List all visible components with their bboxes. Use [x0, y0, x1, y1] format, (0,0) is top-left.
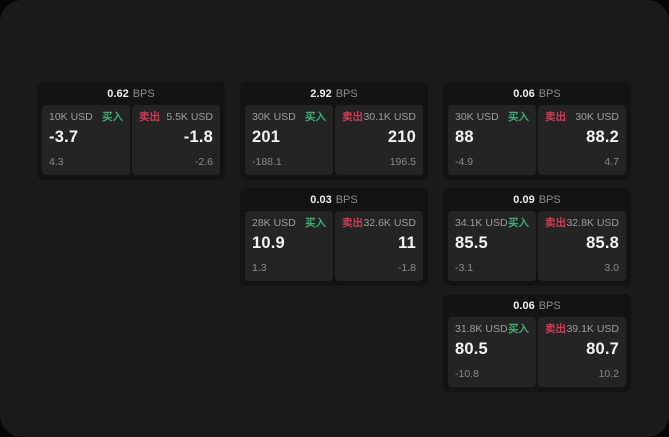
- sell-price: 85.8: [586, 234, 619, 252]
- sell-sub-value: -1.8: [397, 262, 416, 274]
- buy-label: 买入: [305, 217, 326, 229]
- quote-panels: 34.1K USD 买入 85.5 -3.1 卖出 32.8K USD 85.8…: [443, 211, 631, 286]
- buy-panel[interactable]: 34.1K USD 买入 85.5 -3.1: [448, 211, 536, 281]
- sell-sub-value: 10.2: [598, 368, 619, 380]
- buy-label: 买入: [305, 111, 326, 123]
- buy-panel[interactable]: 30K USD 买入 88 -4.9: [448, 105, 536, 175]
- buy-sub-value: 1.3: [252, 262, 267, 274]
- sell-sub-value: 4.7: [604, 156, 619, 168]
- sell-panel[interactable]: 卖出 32.6K USD 11 -1.8: [335, 211, 423, 281]
- spread-value: 0.06: [513, 87, 535, 100]
- bps-unit-label: BPS: [132, 87, 155, 100]
- buy-price: 80.5: [455, 340, 488, 358]
- quote-card: 2.92 BPS 30K USD 买入 201 -188.1 卖出 30.1K …: [240, 82, 428, 180]
- quote-panels: 30K USD 买入 201 -188.1 卖出 30.1K USD 210 1…: [240, 105, 428, 180]
- quote-card: 0.06 BPS 30K USD 买入 88 -4.9 卖出 30K USD: [443, 82, 631, 180]
- spread-header: 0.03 BPS: [240, 188, 428, 211]
- buy-amount: 34.1K USD: [455, 217, 508, 229]
- buy-panel[interactable]: 10K USD 买入 -3.7 4.3: [42, 105, 130, 175]
- sell-amount: 30K USD: [575, 111, 619, 123]
- buy-label: 买入: [508, 217, 529, 229]
- spread-header: 0.09 BPS: [443, 188, 631, 211]
- buy-amount: 31.8K USD: [455, 323, 508, 335]
- quote-panels: 10K USD 买入 -3.7 4.3 卖出 5.5K USD -1.8 -2.…: [37, 105, 225, 180]
- buy-panel[interactable]: 30K USD 买入 201 -188.1: [245, 105, 333, 175]
- sell-panel[interactable]: 卖出 30K USD 88.2 4.7: [538, 105, 626, 175]
- bps-unit-label: BPS: [335, 87, 358, 100]
- sell-price: 88.2: [586, 128, 619, 146]
- buy-price: 10.9: [252, 234, 285, 252]
- buy-panel[interactable]: 28K USD 买入 10.9 1.3: [245, 211, 333, 281]
- sell-price: -1.8: [183, 128, 213, 146]
- quote-grid: 0.62 BPS 10K USD 买入 -3.7 4.3 卖出 5.5K USD: [37, 82, 631, 392]
- sell-amount: 39.1K USD: [566, 323, 619, 335]
- quote-panels: 28K USD 买入 10.9 1.3 卖出 32.6K USD 11 -1.8: [240, 211, 428, 286]
- sell-panel[interactable]: 卖出 32.8K USD 85.8 3.0: [538, 211, 626, 281]
- sell-amount: 30.1K USD: [363, 111, 416, 123]
- sell-price: 11: [398, 234, 416, 252]
- quote-card: 0.62 BPS 10K USD 买入 -3.7 4.3 卖出 5.5K USD: [37, 82, 225, 180]
- sell-price: 80.7: [586, 340, 619, 358]
- buy-amount: 30K USD: [252, 111, 296, 123]
- sell-panel[interactable]: 卖出 5.5K USD -1.8 -2.6: [132, 105, 220, 175]
- bps-unit-label: BPS: [335, 193, 358, 206]
- buy-sub-value: -10.8: [455, 368, 479, 380]
- bps-unit-label: BPS: [538, 193, 561, 206]
- quote-card: 0.03 BPS 28K USD 买入 10.9 1.3 卖出 32.6K US…: [240, 188, 428, 286]
- buy-panel[interactable]: 31.8K USD 买入 80.5 -10.8: [448, 317, 536, 387]
- sell-label: 卖出: [342, 217, 363, 229]
- buy-amount: 30K USD: [455, 111, 499, 123]
- sell-label: 卖出: [545, 217, 566, 229]
- quote-card: 0.06 BPS 31.8K USD 买入 80.5 -10.8 卖出 39.1…: [443, 294, 631, 392]
- spread-value: 0.62: [107, 87, 129, 100]
- bps-unit-label: BPS: [538, 299, 561, 312]
- sell-amount: 32.8K USD: [566, 217, 619, 229]
- buy-price: 85.5: [455, 234, 488, 252]
- sell-amount: 5.5K USD: [166, 111, 213, 123]
- spread-value: 0.06: [513, 299, 535, 312]
- quote-panels: 30K USD 买入 88 -4.9 卖出 30K USD 88.2 4.7: [443, 105, 631, 180]
- quote-card: 0.09 BPS 34.1K USD 买入 85.5 -3.1 卖出 32.8K…: [443, 188, 631, 286]
- sell-label: 卖出: [545, 323, 566, 335]
- buy-sub-value: -3.1: [455, 262, 474, 274]
- buy-price: -3.7: [49, 128, 79, 146]
- sell-panel[interactable]: 卖出 39.1K USD 80.7 10.2: [538, 317, 626, 387]
- sell-sub-value: -2.6: [194, 156, 213, 168]
- sell-sub-value: 3.0: [604, 262, 619, 274]
- buy-amount: 10K USD: [49, 111, 93, 123]
- buy-sub-value: -4.9: [455, 156, 474, 168]
- sell-label: 卖出: [139, 111, 160, 123]
- sell-amount: 32.6K USD: [363, 217, 416, 229]
- spread-header: 0.06 BPS: [443, 294, 631, 317]
- buy-sub-value: 4.3: [49, 156, 64, 168]
- bps-unit-label: BPS: [538, 87, 561, 100]
- buy-label: 买入: [508, 323, 529, 335]
- buy-label: 买入: [508, 111, 529, 123]
- quote-panels: 31.8K USD 买入 80.5 -10.8 卖出 39.1K USD 80.…: [443, 317, 631, 392]
- buy-price: 201: [252, 128, 281, 146]
- buy-label: 买入: [102, 111, 123, 123]
- spread-value: 0.09: [513, 193, 535, 206]
- spread-value: 0.03: [310, 193, 332, 206]
- sell-sub-value: 196.5: [389, 156, 416, 168]
- buy-amount: 28K USD: [252, 217, 296, 229]
- sell-label: 卖出: [545, 111, 566, 123]
- sell-label: 卖出: [342, 111, 363, 123]
- sell-panel[interactable]: 卖出 30.1K USD 210 196.5: [335, 105, 423, 175]
- spread-value: 2.92: [310, 87, 332, 100]
- sell-price: 210: [387, 128, 416, 146]
- spread-header: 2.92 BPS: [240, 82, 428, 105]
- buy-sub-value: -188.1: [252, 156, 282, 168]
- buy-price: 88: [455, 128, 474, 146]
- spread-header: 0.06 BPS: [443, 82, 631, 105]
- spread-header: 0.62 BPS: [37, 82, 225, 105]
